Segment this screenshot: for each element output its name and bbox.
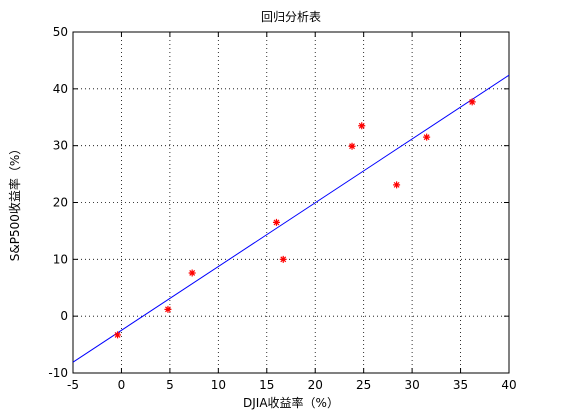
- x-tick-label: 0: [118, 378, 126, 392]
- x-tick-label: 20: [308, 378, 323, 392]
- plot-area: [73, 32, 509, 373]
- point: [393, 181, 401, 189]
- fit-line: [72, 74, 510, 363]
- point: [272, 218, 280, 226]
- point: [164, 305, 172, 313]
- point: [114, 331, 122, 339]
- y-tick-label: 50: [53, 25, 68, 39]
- axes-box: [72, 31, 510, 374]
- y-tick-label: 40: [53, 82, 68, 96]
- x-tick-label: 30: [404, 378, 419, 392]
- x-tick-label: 25: [356, 378, 371, 392]
- y-tick-label: 30: [53, 139, 68, 153]
- x-tick-label: 40: [501, 378, 516, 392]
- y-tick-label: 0: [60, 309, 68, 323]
- y-tick-label: 10: [53, 252, 68, 266]
- x-tick-label: 15: [259, 378, 274, 392]
- point: [348, 142, 356, 150]
- x-axis-label: DJIA收益率（%）: [243, 395, 339, 410]
- y-tick-label: 20: [53, 196, 68, 210]
- point: [423, 133, 431, 141]
- x-tick-label: -5: [67, 378, 79, 392]
- x-tick-label: 5: [166, 378, 174, 392]
- x-tick-label: 10: [211, 378, 226, 392]
- point: [279, 255, 287, 263]
- chart-title: 回归分析表: [261, 10, 321, 24]
- point: [358, 122, 366, 130]
- x-tick-label: 35: [453, 378, 468, 392]
- y-axis-label: S&P500收益率（%）: [7, 143, 22, 262]
- point: [188, 269, 196, 277]
- y-tick-label: -10: [48, 366, 68, 380]
- point: [468, 98, 476, 106]
